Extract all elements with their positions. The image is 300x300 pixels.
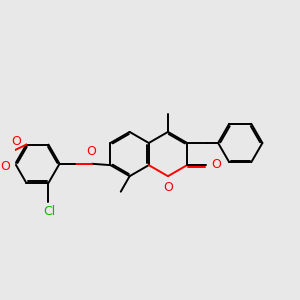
- Text: O: O: [12, 135, 22, 148]
- Text: Cl: Cl: [44, 205, 56, 218]
- Text: O: O: [211, 158, 221, 171]
- Text: O: O: [86, 145, 96, 158]
- Text: O: O: [164, 181, 173, 194]
- Text: O: O: [1, 160, 10, 173]
